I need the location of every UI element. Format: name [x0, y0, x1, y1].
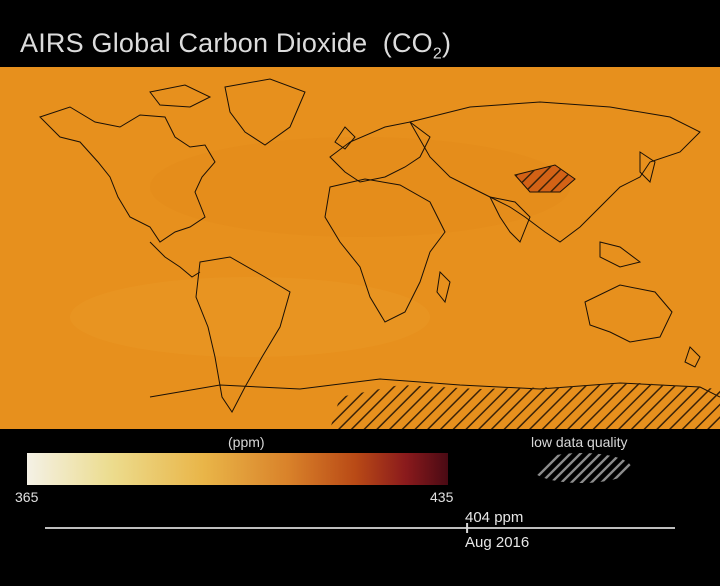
- timeline-slider[interactable]: [45, 523, 675, 533]
- timeline-date-label: Aug 2016: [465, 534, 530, 551]
- colorbar-unit-label: (ppm): [228, 434, 265, 450]
- timeline-value-label: 404 ppm: [465, 509, 524, 526]
- low-quality-legend-label: low data quality: [531, 434, 628, 450]
- coastlines: [39, 78, 720, 413]
- colorbar: [27, 453, 448, 485]
- map-title: AIRS Global Carbon Dioxide (CO2): [20, 28, 452, 63]
- colorbar-min-label: 365: [15, 489, 39, 505]
- antarctica-low-quality-hatch: [330, 383, 720, 429]
- colorbar-max-label: 435: [430, 489, 454, 505]
- low-quality-legend-swatch: [531, 453, 632, 483]
- tibet-low-quality-hatch: [515, 165, 575, 192]
- co2-field: [0, 67, 720, 429]
- world-co2-map: [0, 67, 720, 429]
